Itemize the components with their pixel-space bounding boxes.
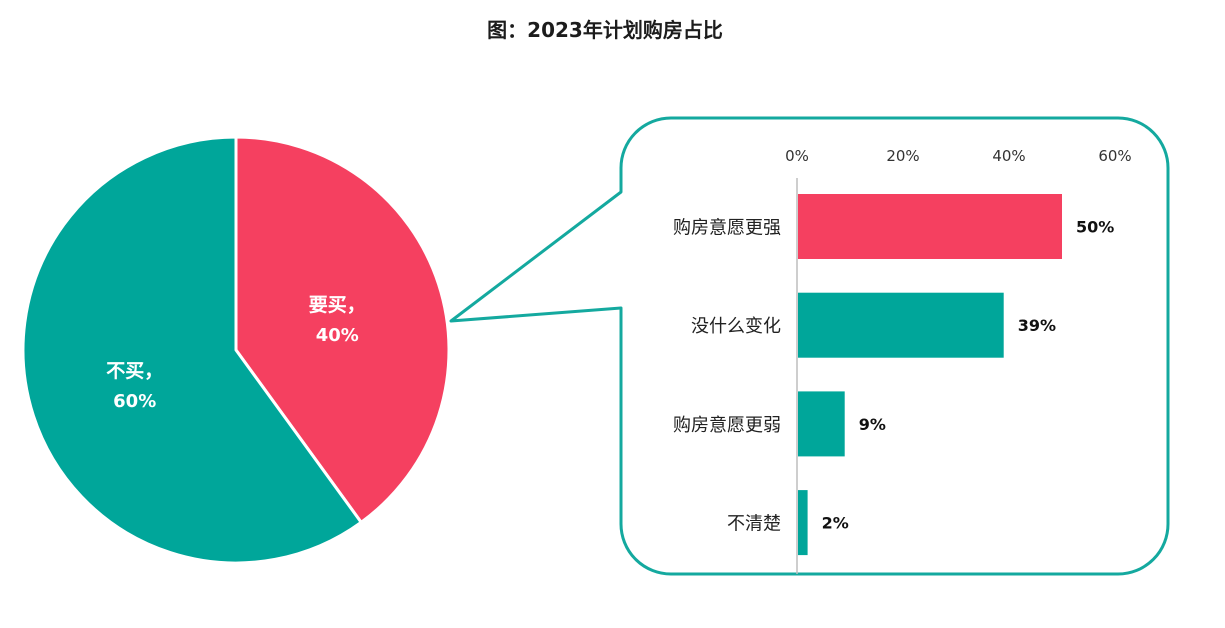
- bar-2: [798, 292, 1004, 358]
- bar-category-label: 没什么变化: [691, 316, 781, 337]
- bar-category-label: 不清楚: [727, 514, 781, 535]
- bar-1: [798, 194, 1062, 259]
- x-tick-label: 40%: [992, 147, 1025, 165]
- x-tick-label: 20%: [886, 147, 919, 165]
- bar-value-label: 50%: [1076, 218, 1114, 237]
- pie-slice-1: [234, 135, 451, 524]
- x-tick-label: 0%: [785, 147, 809, 165]
- pie-slice-value-label: 40%: [316, 325, 359, 346]
- x-tick-label: 60%: [1098, 147, 1131, 165]
- pie-slice-2: [21, 135, 363, 565]
- bar-category-label: 购房意愿更强: [673, 218, 781, 239]
- pie-slice-label: 要买，: [309, 294, 366, 316]
- bar-4: [798, 490, 808, 556]
- bar-3: [798, 391, 845, 457]
- pie-slice-value-label: 60%: [113, 391, 156, 412]
- bar-value-label: 9%: [859, 415, 886, 434]
- bar-chart: 0% 20% 40% 60% 购房意愿更强 50% 没什么变化 39% 购房意愿更弱 9% 不清楚 2…: [673, 147, 1132, 574]
- pie-slice-label: 不买，: [106, 360, 163, 382]
- bar-category-label: 购房意愿更弱: [673, 415, 781, 436]
- bar-value-label: 39%: [1018, 316, 1056, 335]
- pie-chart: 要买， 40% 不买， 60%: [21, 135, 451, 565]
- chart-title: 图：2023年计划购房占比: [487, 18, 723, 42]
- bar-value-label: 2%: [822, 514, 849, 533]
